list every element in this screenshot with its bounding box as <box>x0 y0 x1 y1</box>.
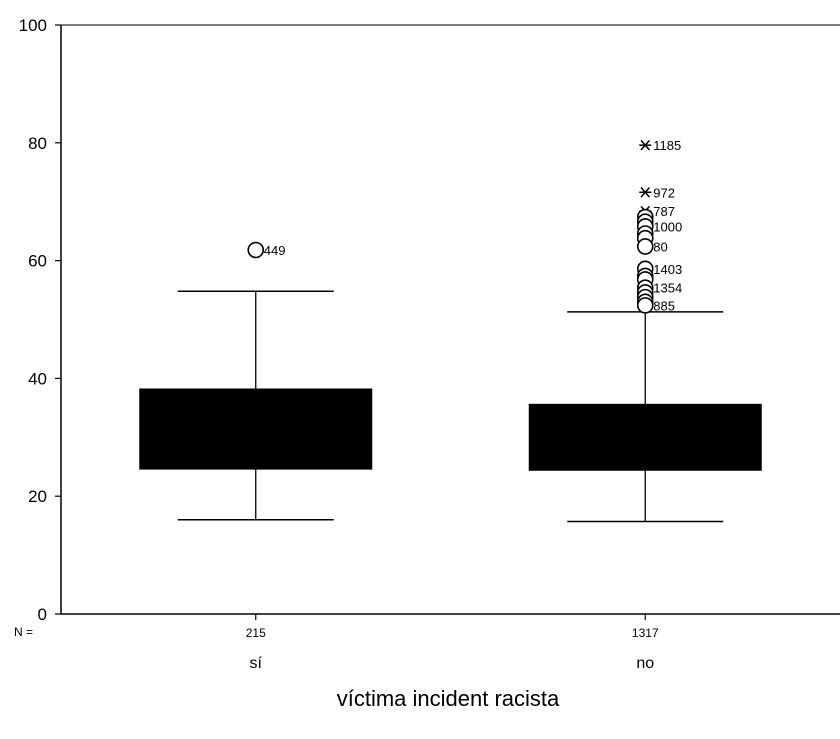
outlier-label-449: 449 <box>264 243 286 258</box>
outlier-label-1000: 1000 <box>653 219 682 234</box>
category-label-sí: sí <box>250 655 263 672</box>
n-count-no: 1317 <box>632 626 659 640</box>
box-iqr <box>139 388 373 470</box>
outlier-star <box>640 139 651 151</box>
x-axis-title: víctima incident racista <box>337 686 560 711</box>
outlier-star <box>640 186 651 198</box>
outlier-label-885: 885 <box>653 298 675 313</box>
outlier-label-80: 80 <box>653 239 667 254</box>
n-count-sí: 215 <box>246 626 266 640</box>
x-axis-labels: 215 sí 1317 no <box>246 614 659 672</box>
axes <box>60 24 840 615</box>
outlier-label-972: 972 <box>653 185 675 200</box>
y-tick-label-0: 0 <box>38 605 47 624</box>
outlier-label-787: 787 <box>653 204 675 219</box>
y-tick-label-20: 20 <box>28 487 47 506</box>
outlier-circle <box>636 238 654 255</box>
outlier-circle <box>247 241 265 259</box>
n-label: N = <box>14 625 33 639</box>
outlier-label-1403: 1403 <box>653 262 682 277</box>
category-label-no: no <box>636 655 654 672</box>
y-tick-label-80: 80 <box>28 134 47 153</box>
y-tick-label-100: 100 <box>19 16 47 35</box>
y-tick-label-60: 60 <box>28 252 47 271</box>
outlier-label-1185: 1185 <box>653 138 681 153</box>
box-sí: 449 <box>139 241 373 521</box>
y-tick-label-40: 40 <box>28 369 47 388</box>
outlier-circle <box>636 297 654 314</box>
y-axis-ticks: 0 20 40 60 80 100 <box>19 16 61 624</box>
outlier-label-1354: 1354 <box>653 281 682 296</box>
